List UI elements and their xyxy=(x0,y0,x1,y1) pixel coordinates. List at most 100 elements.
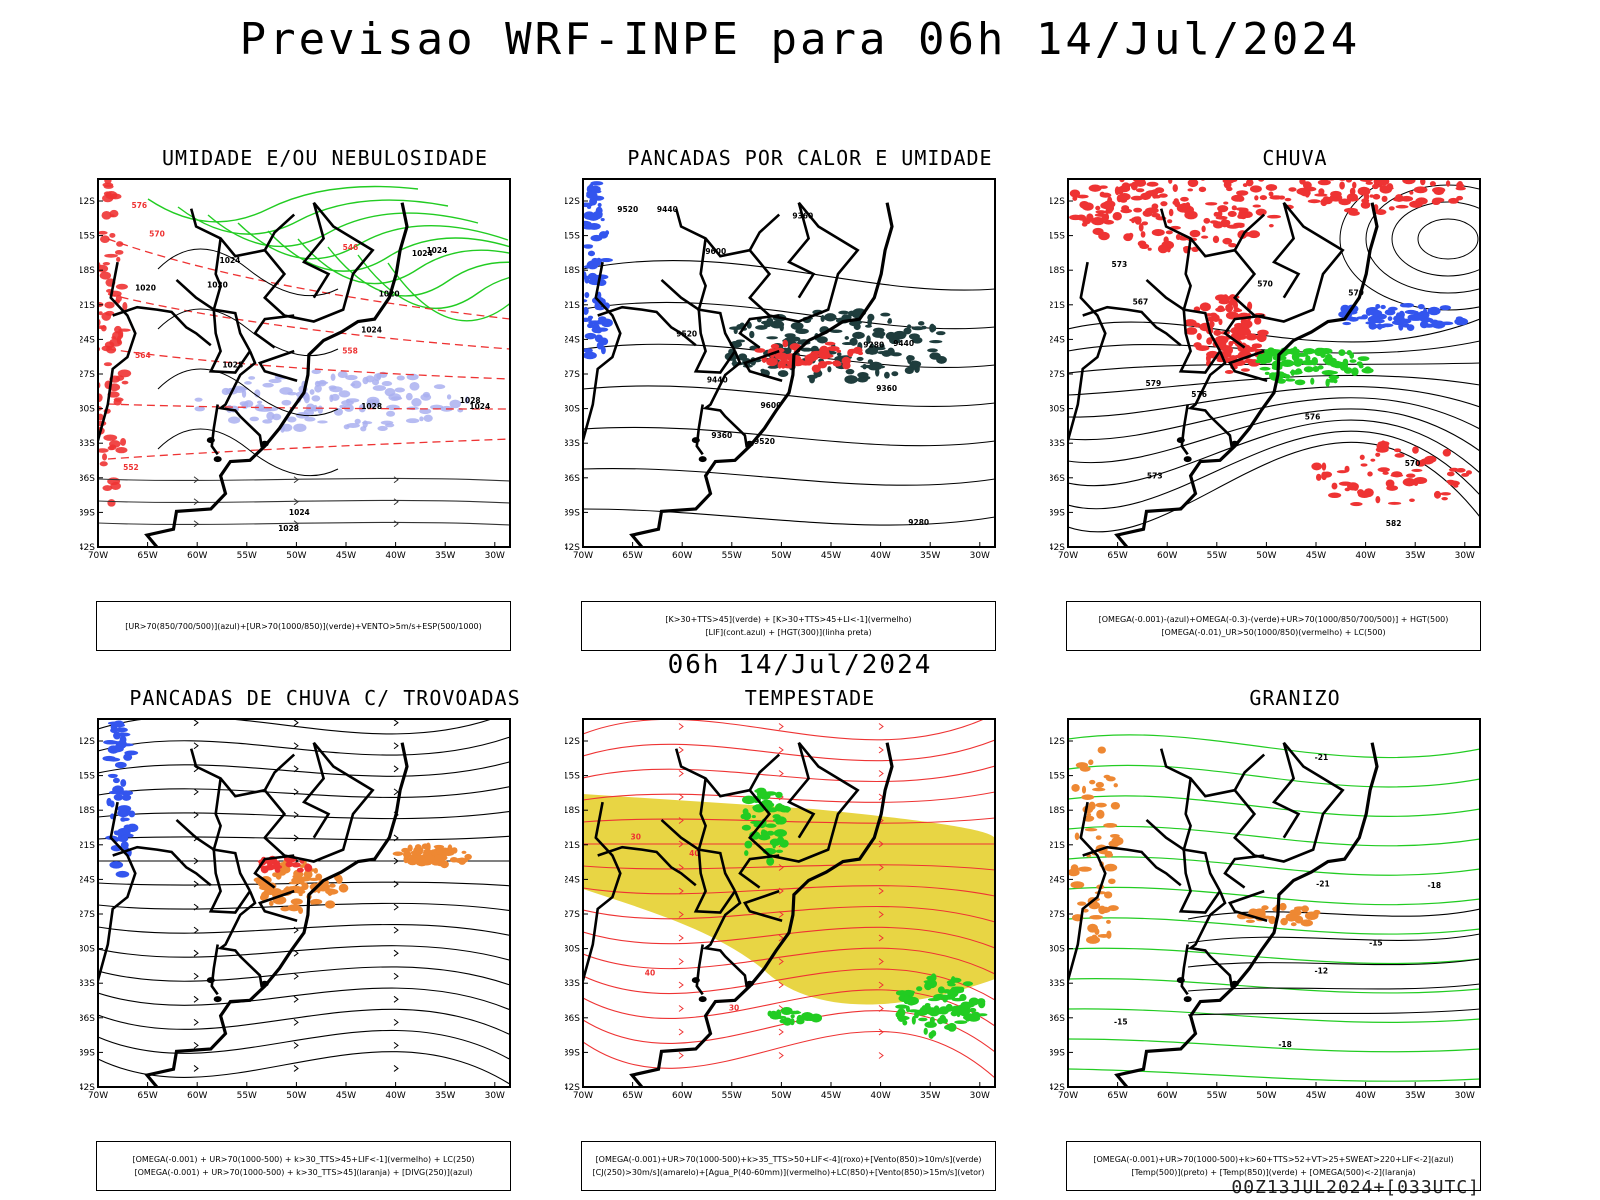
contour-label: 1024 xyxy=(289,508,310,517)
lon-tick-label: 60W xyxy=(187,1091,207,1101)
map-figure: -12 -15 -18 -21 -18 -15 -21 12S 15S 18S 21S 24S 27S 3… xyxy=(1050,718,1481,1101)
lon-tick-label: 65W xyxy=(137,1091,157,1101)
lon-tick-label: 45W xyxy=(336,1091,356,1101)
lat-tick-label: 30S xyxy=(1050,945,1065,955)
lat-tick-label: 33S xyxy=(1050,439,1065,449)
lat-tick-label: 39S xyxy=(565,508,580,518)
panel-title: PANCADAS DE CHUVA C/ TROVOADAS xyxy=(129,686,521,710)
lon-tick-label: 55W xyxy=(1207,551,1227,561)
contour-label: 9600 xyxy=(760,401,781,410)
lon-tick-label: 30W xyxy=(970,551,990,561)
lat-tick-label: 15S xyxy=(80,232,95,242)
lon-tick-label: 70W xyxy=(1058,551,1078,561)
lon-tick-label: 50W xyxy=(286,551,306,561)
lon-tick-label: 35W xyxy=(1405,1091,1425,1101)
contour-label: 573 xyxy=(1147,472,1163,481)
lat-tick-label: 27S xyxy=(1050,910,1065,920)
legend-line: [OMEGA(-0.01)_UR>50(1000/850)(vermelho) … xyxy=(1161,628,1386,637)
lat-tick-label: 18S xyxy=(1050,266,1065,276)
lon-tick-label: 65W xyxy=(1107,1091,1127,1101)
panel-granizo: GRANIZO -12 -15 -18 -21 -18 -15 -21 12S 15S 18S 21S… xyxy=(1050,686,1540,1191)
legend-line: [LIF](cont.azul) + [HGT(300)](linha pret… xyxy=(705,628,872,637)
basemap xyxy=(98,201,409,547)
lat-tick-label: 42S xyxy=(80,543,95,553)
lat-tick-label: 36S xyxy=(1050,474,1065,484)
lon-tick-label: 50W xyxy=(771,551,791,561)
contour-label: 1024 xyxy=(469,402,490,411)
panel-legend: [OMEGA(-0.001)+UR>70(1000-500)+k>35_TTS>… xyxy=(581,1141,996,1191)
panel-tempestade: TEMPESTADE 40 40 30 30 12S 15S 18S 21S 24S 27S 30S 3… xyxy=(565,686,1055,1191)
lon-tick-label: 60W xyxy=(1157,1091,1177,1101)
lat-tick-label: 27S xyxy=(80,910,95,920)
lon-tick-label: 65W xyxy=(1107,551,1127,561)
contour-label: -21 xyxy=(1316,880,1330,889)
lon-tick-label: 40W xyxy=(870,551,890,561)
lat-tick-label: 12S xyxy=(1050,737,1065,747)
panel-pancadas: PANCADAS POR CALOR E UMIDADE 9600 9520 9440… xyxy=(565,146,1055,651)
lon-tick-label: 45W xyxy=(821,1091,841,1101)
panel-legend: [OMEGA(-0.001) + UR>70(1000-500) + k>30_… xyxy=(96,1141,511,1191)
lat-tick-label: 33S xyxy=(1050,979,1065,989)
lat-tick-label: 39S xyxy=(565,1048,580,1058)
contour-label: 1020 xyxy=(207,280,228,289)
panel-title: CHUVA xyxy=(1262,146,1328,170)
legend-line: [UR>70(850/700/500)](azul)+[UR>70(1000/8… xyxy=(125,621,482,631)
contour-label: 40 xyxy=(645,968,655,977)
contour-label: 558 xyxy=(342,346,358,355)
contour-label: 546 xyxy=(343,243,359,252)
lat-tick-label: 27S xyxy=(565,370,580,380)
lon-tick-label: 70W xyxy=(573,551,593,561)
contour-label: 9280 xyxy=(863,341,884,350)
contour-label: 1020 xyxy=(135,283,156,292)
panel-title: GRANIZO xyxy=(1249,686,1341,710)
contour-label: 9360 xyxy=(711,431,732,440)
lon-tick-label: 70W xyxy=(573,1091,593,1101)
lat-tick-label: 36S xyxy=(565,1014,580,1024)
legend-line: [OMEGA(-0.001)-(azul)+OMEGA(-0.3)-(verde… xyxy=(1098,615,1449,624)
lat-tick-label: 36S xyxy=(80,474,95,484)
contour-label: 570 xyxy=(1405,459,1421,468)
lat-tick-label: 21S xyxy=(1050,841,1065,851)
contour-label: 576 xyxy=(132,201,148,210)
lon-tick-label: 50W xyxy=(1256,551,1276,561)
contour-label: 1024 xyxy=(426,246,447,255)
lon-tick-label: 70W xyxy=(88,551,108,561)
lat-tick-label: 30S xyxy=(565,405,580,415)
lon-tick-label: 40W xyxy=(870,1091,890,1101)
lon-tick-label: 40W xyxy=(385,1091,405,1101)
contour-label: 9520 xyxy=(617,205,638,214)
legend-line: [CJ(250)>30m/s](amarelo)+[Agua_P(40-60mm… xyxy=(592,1168,985,1177)
lat-tick-label: 24S xyxy=(1050,875,1065,885)
contour-label: -12 xyxy=(1314,967,1328,976)
lon-tick-label: 35W xyxy=(435,1091,455,1101)
contour-label: 570 xyxy=(149,230,165,239)
lat-tick-label: 15S xyxy=(1050,232,1065,242)
lon-tick-label: 30W xyxy=(1455,551,1475,561)
legend-line: [OMEGA(-0.001)+UR>70(1000-500)+k>35_TTS>… xyxy=(595,1155,982,1164)
lat-tick-label: 24S xyxy=(1050,335,1065,345)
lon-tick-label: 65W xyxy=(137,551,157,561)
lat-tick-label: 30S xyxy=(80,945,95,955)
lat-tick-label: 33S xyxy=(565,439,580,449)
lat-tick-label: 24S xyxy=(80,335,95,345)
map-figure: 40 40 30 30 12S 15S 18S 21S 24S 27S 30S 33S 36S 39S 42… xyxy=(565,718,996,1101)
contour-label: 30 xyxy=(631,832,641,841)
lat-tick-label: 27S xyxy=(80,370,95,380)
lat-tick-label: 15S xyxy=(1050,772,1065,782)
panel-title: UMIDADE E/OU NEBULOSIDADE xyxy=(161,146,489,170)
contour-label: 1028 xyxy=(361,402,382,411)
lon-tick-label: 65W xyxy=(622,1091,642,1101)
legend-line: [K>30+TTS>45](verde) + [K>30+TTS>45+LI<-… xyxy=(665,615,912,624)
lon-tick-label: 60W xyxy=(672,551,692,561)
legend-line: [OMEGA(-0.001) + UR>70(1000-500) + k>30_… xyxy=(132,1155,475,1164)
map-figure: 9600952094409360928096009520944093609280… xyxy=(565,178,996,561)
panel-legend: [OMEGA(-0.001)-(azul)+OMEGA(-0.3)-(verde… xyxy=(1066,601,1481,651)
lon-tick-label: 45W xyxy=(336,551,356,561)
lat-tick-label: 30S xyxy=(1050,405,1065,415)
lon-tick-label: 45W xyxy=(1306,1091,1326,1101)
basemap xyxy=(583,741,894,1087)
contour-label: 9520 xyxy=(676,330,697,339)
contour-label: 567 xyxy=(1133,297,1149,306)
legend-line: [OMEGA(-0.001) + UR>70(1000-500) + k>30_… xyxy=(134,1168,473,1177)
